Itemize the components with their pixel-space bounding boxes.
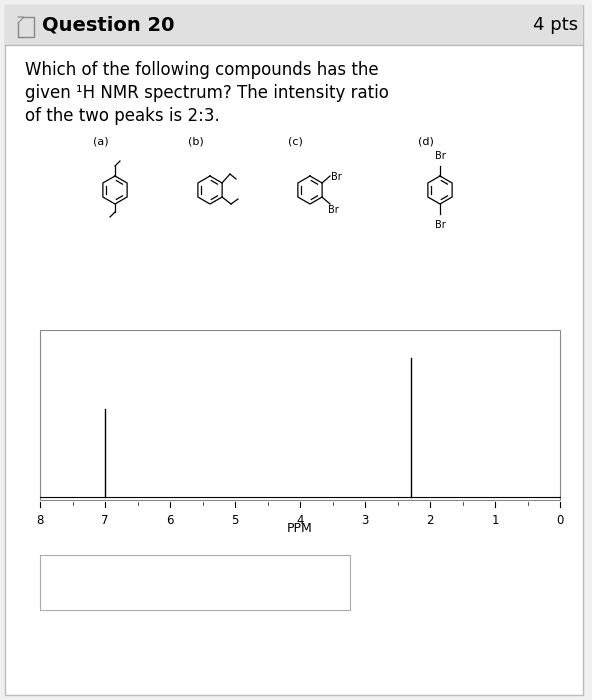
Text: 6: 6 <box>166 514 173 527</box>
Text: Br: Br <box>328 205 339 215</box>
Text: 2: 2 <box>426 514 434 527</box>
Text: (c): (c) <box>288 137 303 147</box>
Bar <box>40 555 350 610</box>
Bar <box>40 330 560 500</box>
Text: Br: Br <box>435 151 445 161</box>
Text: Question 20: Question 20 <box>42 15 175 34</box>
Text: Br: Br <box>435 220 445 230</box>
Text: 7: 7 <box>101 514 109 527</box>
Text: 3: 3 <box>361 514 369 527</box>
Text: Br: Br <box>331 172 342 182</box>
Bar <box>5 5 583 45</box>
Text: given ¹H NMR spectrum? The intensity ratio: given ¹H NMR spectrum? The intensity rat… <box>25 84 389 102</box>
Text: 5: 5 <box>231 514 239 527</box>
Text: PPM: PPM <box>287 522 313 535</box>
Text: 0: 0 <box>556 514 564 527</box>
Text: 4 pts: 4 pts <box>533 16 578 34</box>
Text: 8: 8 <box>36 514 44 527</box>
Text: 4: 4 <box>296 514 304 527</box>
Text: Which of the following compounds has the: Which of the following compounds has the <box>25 61 379 79</box>
Text: (b): (b) <box>188 137 204 147</box>
Text: (a): (a) <box>93 137 108 147</box>
Polygon shape <box>18 17 24 23</box>
Text: (d): (d) <box>418 137 434 147</box>
Text: of the two peaks is 2:3.: of the two peaks is 2:3. <box>25 107 220 125</box>
Text: 1: 1 <box>491 514 498 527</box>
